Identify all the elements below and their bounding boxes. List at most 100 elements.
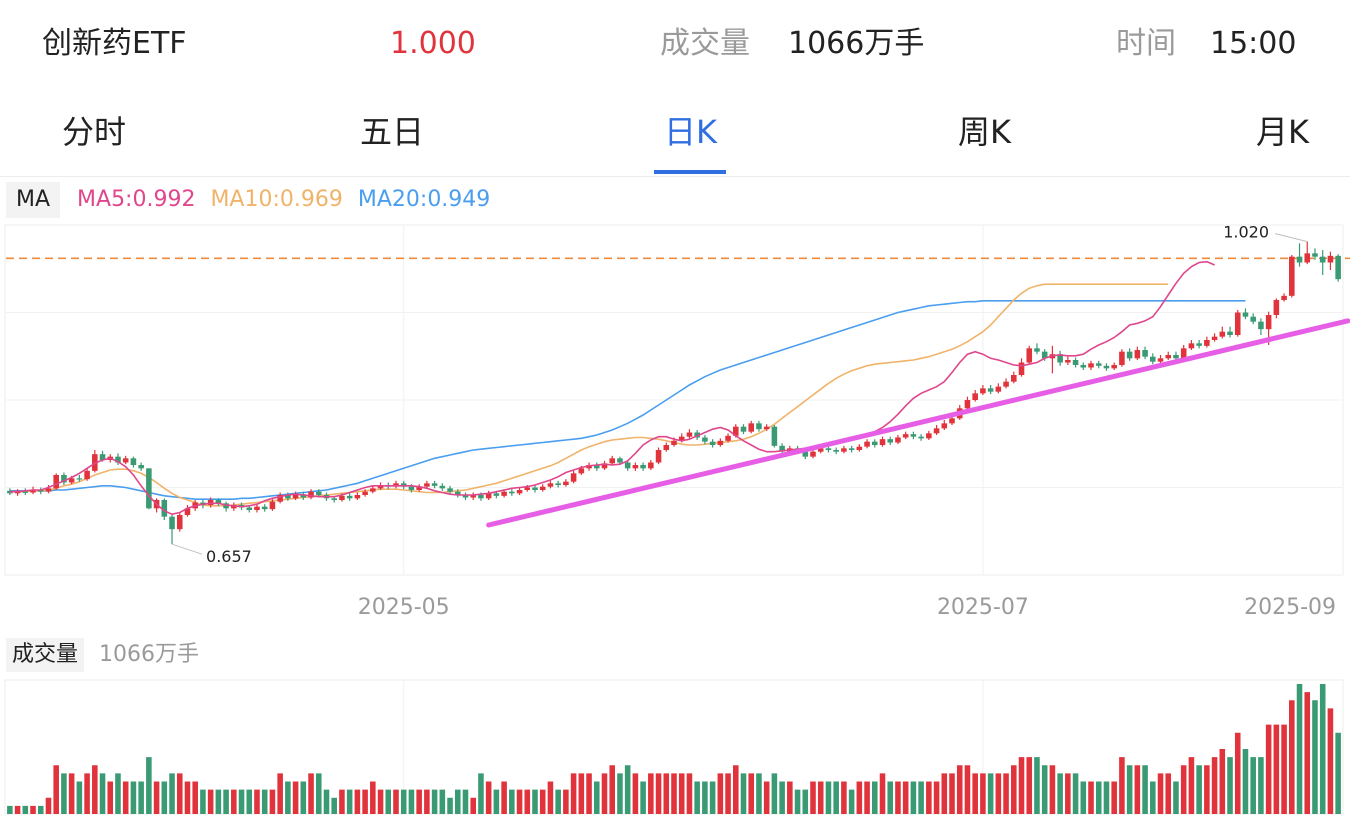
candle-body bbox=[501, 491, 507, 496]
candle-body bbox=[215, 500, 222, 504]
candle-body bbox=[308, 491, 314, 498]
volume-bar bbox=[1327, 708, 1334, 814]
candle bbox=[1126, 348, 1133, 361]
ma-tag[interactable]: MA bbox=[6, 182, 61, 218]
candle bbox=[841, 445, 847, 454]
volume-bar bbox=[146, 757, 152, 814]
volume-bar bbox=[949, 773, 955, 814]
volume-bar bbox=[292, 781, 299, 814]
candle-body bbox=[740, 426, 747, 432]
candle-body bbox=[439, 485, 446, 489]
candle bbox=[37, 487, 44, 495]
volume-bar bbox=[702, 781, 708, 814]
candle-body bbox=[1180, 348, 1187, 359]
volume-bar bbox=[122, 781, 129, 814]
volume-bar bbox=[655, 773, 662, 814]
volume-bar bbox=[22, 805, 29, 814]
candle bbox=[1065, 356, 1071, 365]
candle-body bbox=[1018, 362, 1025, 375]
tab-intraday[interactable]: 分时 bbox=[62, 113, 127, 151]
candle-body bbox=[470, 495, 476, 498]
volume-bar bbox=[1242, 749, 1249, 814]
candle bbox=[215, 498, 222, 506]
volume-bar bbox=[972, 773, 978, 814]
volume-bar bbox=[431, 789, 438, 814]
volume-bar bbox=[987, 773, 994, 814]
candle-body bbox=[964, 400, 971, 409]
candle bbox=[470, 492, 476, 500]
volume-bar bbox=[787, 781, 793, 814]
candle-body bbox=[1173, 355, 1179, 359]
volume-bar bbox=[331, 797, 337, 814]
volume-bar bbox=[1072, 773, 1079, 814]
candle bbox=[532, 485, 538, 493]
volume-bar bbox=[1150, 781, 1156, 814]
tab-monthly-k[interactable]: 月K bbox=[1256, 113, 1309, 151]
candle bbox=[1142, 346, 1148, 360]
candle bbox=[980, 385, 986, 395]
candle-body bbox=[972, 393, 978, 400]
volume-bar bbox=[1011, 765, 1017, 814]
candle-body bbox=[725, 435, 731, 441]
candle-body bbox=[146, 468, 152, 509]
volume-bar bbox=[1057, 773, 1063, 814]
volume-bar bbox=[231, 789, 237, 814]
volume-bar bbox=[547, 781, 554, 814]
volume-bar bbox=[1142, 765, 1148, 814]
candle-body bbox=[995, 386, 1002, 392]
candle-body bbox=[949, 418, 955, 424]
candle-body bbox=[702, 437, 708, 442]
candle bbox=[22, 488, 29, 495]
candle-body bbox=[717, 440, 724, 445]
volume-bar bbox=[153, 781, 160, 814]
candle bbox=[138, 462, 144, 471]
candle-body bbox=[53, 475, 59, 489]
candle-body bbox=[1165, 355, 1172, 359]
candle bbox=[292, 491, 299, 500]
candle-body bbox=[354, 495, 361, 499]
candle bbox=[663, 442, 670, 452]
candle-body bbox=[377, 485, 384, 489]
candle bbox=[1319, 250, 1326, 275]
volume-bar bbox=[879, 773, 886, 814]
candle-body bbox=[261, 506, 268, 510]
tab-weekly-k[interactable]: 周K bbox=[958, 113, 1011, 151]
volume-bar bbox=[478, 773, 484, 814]
candle-body bbox=[748, 423, 755, 432]
volume-bar bbox=[1095, 781, 1102, 814]
candle-body bbox=[1080, 365, 1087, 368]
chart-grid bbox=[4, 224, 1344, 815]
current-price: 1.000 bbox=[390, 26, 476, 61]
candle bbox=[169, 514, 175, 545]
candle bbox=[184, 505, 191, 517]
candle-body bbox=[408, 486, 415, 490]
candle-body bbox=[1065, 360, 1071, 363]
volume-bar bbox=[593, 781, 600, 814]
candle bbox=[1219, 326, 1226, 339]
tab-daily-k[interactable]: 日K bbox=[664, 113, 717, 151]
tab-five-day[interactable]: 五日 bbox=[360, 113, 425, 151]
candle-body bbox=[848, 448, 855, 450]
candle-body bbox=[856, 446, 863, 450]
volume-bar bbox=[1289, 700, 1295, 814]
candle-body bbox=[586, 465, 592, 469]
candle-body bbox=[632, 465, 639, 469]
volume-bar bbox=[895, 781, 901, 814]
candle-body bbox=[601, 463, 608, 469]
candle bbox=[1088, 360, 1094, 370]
volume-bar bbox=[1204, 765, 1210, 814]
ma10-value: MA10:0.969 bbox=[210, 187, 343, 212]
candle-body bbox=[277, 495, 283, 502]
candle-body bbox=[539, 486, 546, 490]
volume-tag[interactable]: 成交量 bbox=[6, 638, 85, 672]
candle-body bbox=[339, 495, 345, 500]
volume-bar bbox=[841, 781, 847, 814]
volume-bar bbox=[223, 789, 229, 814]
candle bbox=[269, 499, 276, 511]
volume-bar bbox=[354, 789, 361, 814]
candle-body bbox=[115, 456, 121, 463]
candle bbox=[864, 439, 870, 449]
candle-body bbox=[555, 483, 561, 485]
candle-body bbox=[416, 486, 422, 490]
